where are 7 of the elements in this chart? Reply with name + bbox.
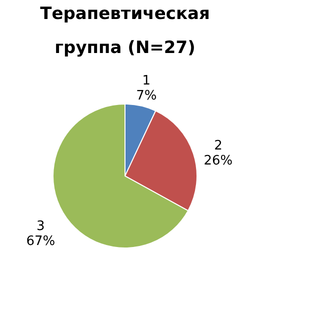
data-label: 26% <box>204 154 233 169</box>
data-label: 7% <box>136 88 157 104</box>
slice-label: 3 <box>36 218 45 234</box>
data-label: 67% <box>26 234 56 249</box>
chart-title: Терапевтическая группа (N=27) <box>40 4 210 58</box>
slice-label: 1 <box>142 73 151 88</box>
slice-label: 2 <box>214 138 222 154</box>
